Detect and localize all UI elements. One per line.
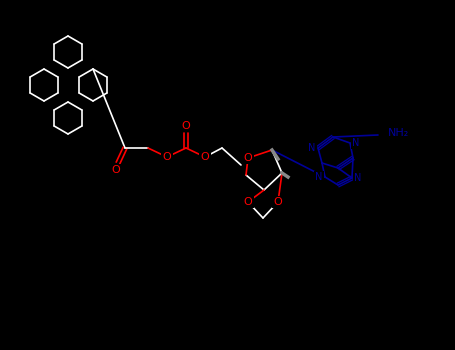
Text: O: O xyxy=(273,197,283,207)
Text: O: O xyxy=(162,152,172,162)
Text: NH₂: NH₂ xyxy=(388,128,409,138)
Text: O: O xyxy=(111,165,121,175)
Text: O: O xyxy=(243,153,253,163)
Text: N: N xyxy=(308,143,316,153)
Text: N: N xyxy=(315,172,323,182)
Text: N: N xyxy=(352,138,360,148)
Text: O: O xyxy=(243,197,253,207)
Text: N: N xyxy=(354,173,362,183)
Text: O: O xyxy=(182,121,190,131)
Text: O: O xyxy=(201,152,209,162)
